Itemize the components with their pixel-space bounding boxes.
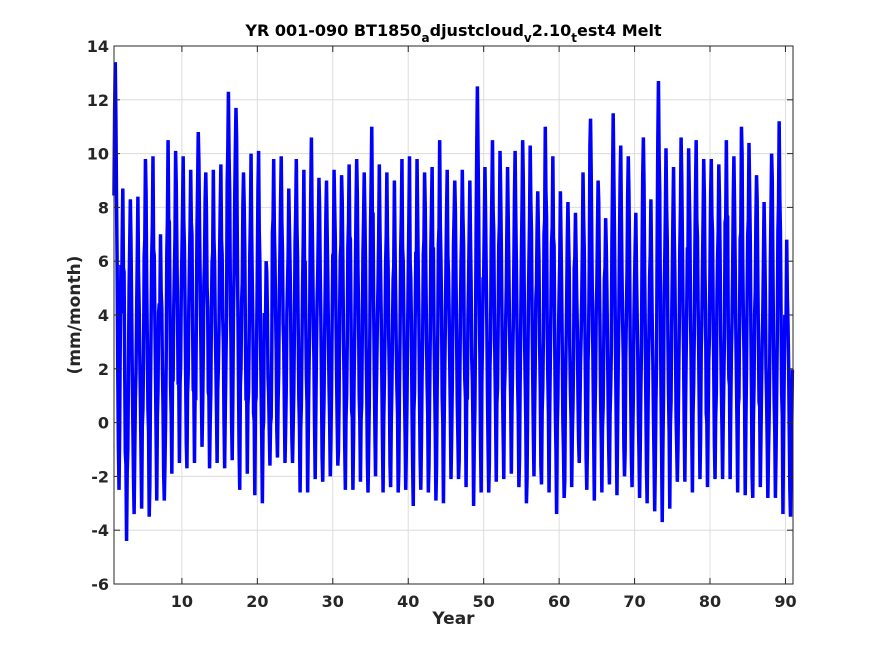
y-axis-label: (mm/month) (65, 256, 85, 375)
y-tick-label: 10 (87, 145, 109, 164)
y-tick-label: 4 (98, 306, 109, 325)
title-subscript: v (524, 31, 532, 45)
y-tick-label: 14 (87, 37, 109, 56)
x-tick-label: 90 (774, 592, 796, 611)
chart-title: YR 001-090 BT1850adjustcloudv2.10test4 M… (244, 21, 662, 45)
y-tick-label: 0 (98, 414, 109, 433)
series-layer (112, 62, 795, 541)
series-line (112, 62, 795, 541)
x-tick-label: 80 (699, 592, 721, 611)
y-tick-label: 2 (98, 360, 109, 379)
x-tick-label: 40 (397, 592, 419, 611)
y-tick-label: 6 (98, 252, 109, 271)
y-tick-label: -2 (91, 467, 109, 486)
title-subscript: t (571, 31, 577, 45)
y-tick-label: 8 (98, 198, 109, 217)
x-tick-label: 30 (322, 592, 344, 611)
x-tick-label: 20 (246, 592, 268, 611)
ticks: 10 20 30 40 50 60 70 80 90 -6 -4 -2 0 2 4 6 8 10 12 14 (87, 37, 797, 611)
title-subscript: a (422, 31, 430, 45)
title-segment: 2.10 (532, 21, 571, 40)
x-axis-label: Year (431, 609, 475, 629)
title-segment: YR 001-090 BT1850 (244, 21, 421, 40)
y-tick-label: -4 (91, 521, 109, 540)
title-segment: est4 Melt (577, 21, 662, 40)
x-tick-label: 70 (623, 592, 645, 611)
x-tick-label: 50 (473, 592, 495, 611)
y-tick-label: -6 (91, 575, 109, 594)
x-tick-label: 60 (548, 592, 570, 611)
title-segment: djustcloud (430, 21, 524, 40)
y-tick-label: 12 (87, 91, 109, 110)
x-tick-label: 10 (171, 592, 193, 611)
